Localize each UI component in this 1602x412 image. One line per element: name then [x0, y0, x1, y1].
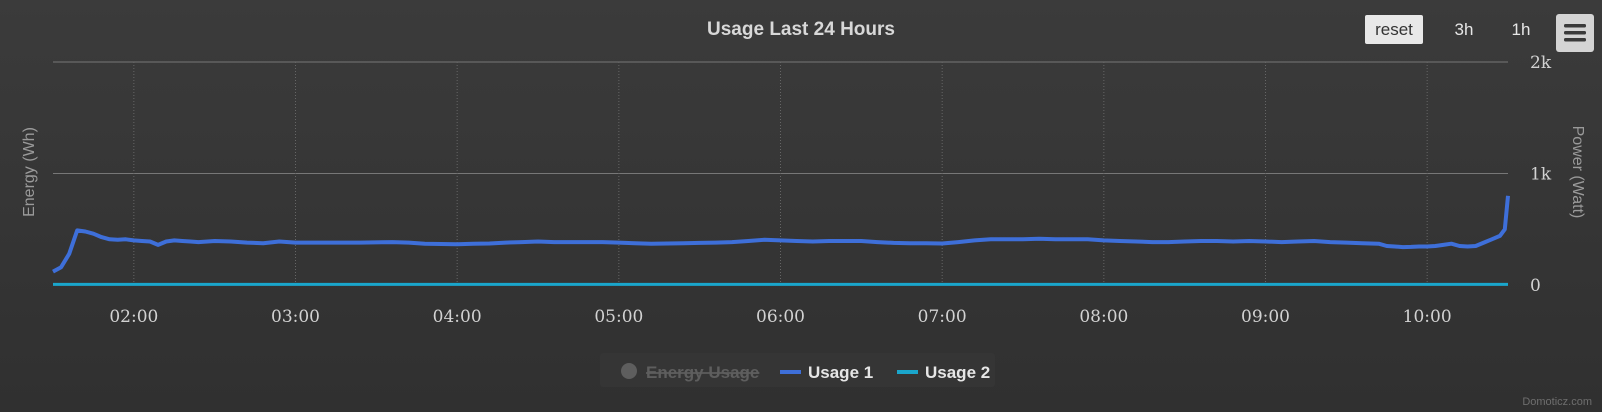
hamburger-menu-icon [1564, 24, 1586, 42]
plot-series [52, 195, 1510, 286]
credits-link[interactable]: Domoticz.com [1522, 396, 1592, 408]
legend-label-energy-usage: Energy Usage [646, 363, 759, 382]
legend: Energy Usage Usage 1 Usage 2 [600, 353, 995, 387]
series-line-usage-1[interactable] [52, 195, 1510, 274]
chart-title: Usage Last 24 Hours [707, 19, 895, 40]
legend-marker-energy-usage [621, 363, 637, 379]
zoom-1h-label: 1h [1512, 20, 1531, 39]
y-tick-label: 2k [1530, 53, 1552, 73]
x-tick-label: 02:00 [109, 307, 158, 327]
y-axis-left-title: Energy (Wh) [21, 127, 38, 217]
x-tick-label: 06:00 [756, 307, 805, 327]
y-tick-label: 1k [1530, 165, 1552, 185]
x-tick-label: 04:00 [433, 307, 482, 327]
reset-zoom-button[interactable]: reset [1365, 15, 1423, 44]
x-tick-label: 03:00 [271, 307, 320, 327]
y-tick-label: 0 [1530, 276, 1541, 296]
zoom-1h-button[interactable]: 1h [1498, 15, 1540, 44]
x-tick-label: 10:00 [1403, 307, 1452, 327]
export-menu-button[interactable] [1556, 14, 1594, 52]
y-axis-right-title: Power (Watt) [1569, 126, 1586, 219]
x-tick-label: 09:00 [1241, 307, 1290, 327]
x-tick-label: 07:00 [918, 307, 967, 327]
legend-label-usage-1: Usage 1 [808, 363, 873, 382]
legend-item-usage-1[interactable]: Usage 1 [780, 363, 873, 382]
grid-lines [53, 61, 1508, 286]
x-tick-label: 08:00 [1079, 307, 1128, 327]
legend-item-usage-2[interactable]: Usage 2 [897, 363, 990, 382]
zoom-3h-label: 3h [1455, 20, 1474, 39]
legend-item-energy-usage[interactable]: Energy Usage [621, 363, 759, 382]
reset-button-label: reset [1375, 20, 1413, 39]
zoom-3h-button[interactable]: 3h [1441, 15, 1483, 44]
y-axis-right: 0 1k 2k [1530, 53, 1552, 296]
x-tick-label: 05:00 [594, 307, 643, 327]
x-axis: 02:00 03:00 04:00 05:00 06:00 07:00 08:00 09:00… [109, 307, 1451, 327]
legend-label-usage-2: Usage 2 [925, 363, 990, 382]
